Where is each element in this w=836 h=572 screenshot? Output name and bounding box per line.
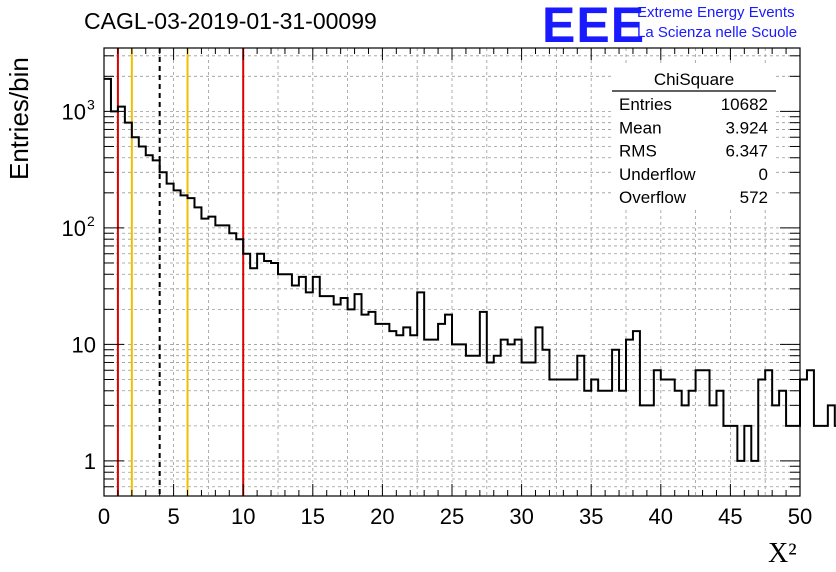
x-axis-label: X² <box>768 538 797 569</box>
logo-line-1: Extreme Energy Events <box>637 4 795 21</box>
x-tick-label: 35 <box>579 504 603 529</box>
stats-row-value: 0 <box>759 165 768 184</box>
stats-row-value: 10682 <box>721 95 768 114</box>
stats-row-label: Entries <box>619 95 672 114</box>
stats-rows: Entries 10682 Mean 3.924 RMS 6.347 Underflow 0 O… <box>619 95 768 207</box>
grid-lines <box>104 48 800 496</box>
x-tick-label: 5 <box>167 504 179 529</box>
stats-row-label: Underflow <box>619 165 696 184</box>
stats-row-value: 572 <box>740 188 768 207</box>
stats-row-label: Overflow <box>619 188 687 207</box>
axis-ticks <box>103 48 801 496</box>
stats-row-value: 3.924 <box>725 118 768 137</box>
x-tick-label: 30 <box>509 504 533 529</box>
stats-title: ChiSquare <box>654 70 734 89</box>
y-tick-label: 10 <box>62 216 86 241</box>
reference-lines <box>116 48 245 496</box>
y-axis-label: Entries/bin <box>4 57 34 180</box>
eee-logo: EEE <box>542 0 646 53</box>
histogram-line <box>104 77 836 462</box>
stats-box: ChiSquare Entries 10682 Mean 3.924 RMS 6.347 U… <box>612 66 776 208</box>
x-tick-label: 50 <box>788 504 812 529</box>
y-tick-exponent: 2 <box>87 213 95 229</box>
x-tick-label: 10 <box>231 504 255 529</box>
stats-row-label: RMS <box>619 142 657 161</box>
logo-line-2: La Scienza nelle Scuole <box>637 24 798 41</box>
y-tick-exponent: 3 <box>87 96 95 112</box>
x-tick-label: 15 <box>301 504 325 529</box>
stats-row-value: 6.347 <box>725 142 768 161</box>
x-tick-label: 20 <box>370 504 394 529</box>
x-tick-label: 45 <box>718 504 742 529</box>
x-tick-label: 40 <box>649 504 673 529</box>
y-tick-label: 1 <box>84 449 96 474</box>
y-tick-label: 10 <box>72 332 96 357</box>
x-tick-label: 25 <box>440 504 464 529</box>
chart-title: CAGL-03-2019-01-31-00099 <box>84 8 377 34</box>
stats-row-label: Mean <box>619 118 662 137</box>
y-tick-label: 10 <box>62 99 86 124</box>
x-tick-label: 0 <box>98 504 110 529</box>
